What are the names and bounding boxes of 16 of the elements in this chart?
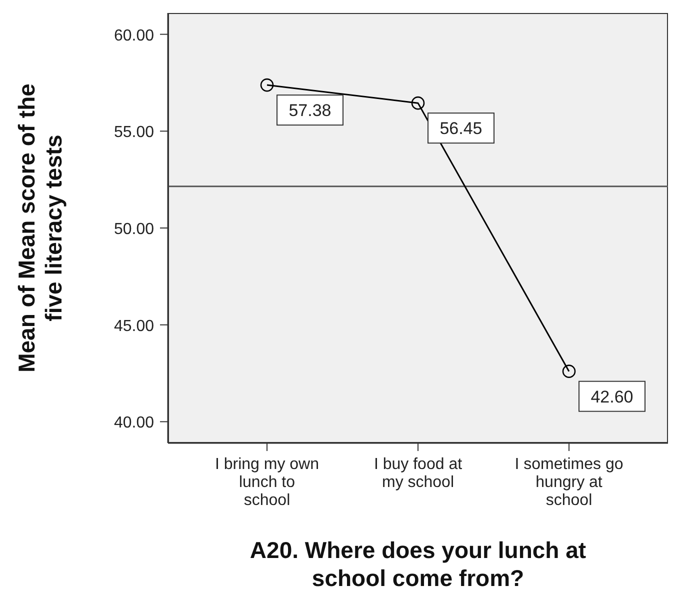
data-label: 56.45 [440, 119, 482, 138]
y-tick-label: 40.00 [114, 414, 154, 432]
point [411, 96, 425, 110]
data-label: 42.60 [590, 387, 634, 406]
point [260, 78, 274, 92]
y-tick-label: 45.00 [114, 318, 154, 335]
x-tick-label: I sometimes go hungry at school [514, 456, 624, 509]
y-axis-title: Mean of Mean score of the five literacy tests [14, 84, 66, 372]
data-label: 57.38 [288, 101, 332, 120]
y-tick-label: 55.00 [114, 124, 154, 142]
point [562, 364, 576, 378]
y-tick-label: 60.00 [114, 27, 154, 44]
x-tick-label: I bring my own lunch to school [214, 456, 320, 509]
x-axis-title: A20. Where does your lunch at school come from? [250, 537, 586, 591]
x-tick-label: I buy food at my school [374, 456, 463, 491]
y-tick-label: 50.00 [114, 221, 154, 238]
